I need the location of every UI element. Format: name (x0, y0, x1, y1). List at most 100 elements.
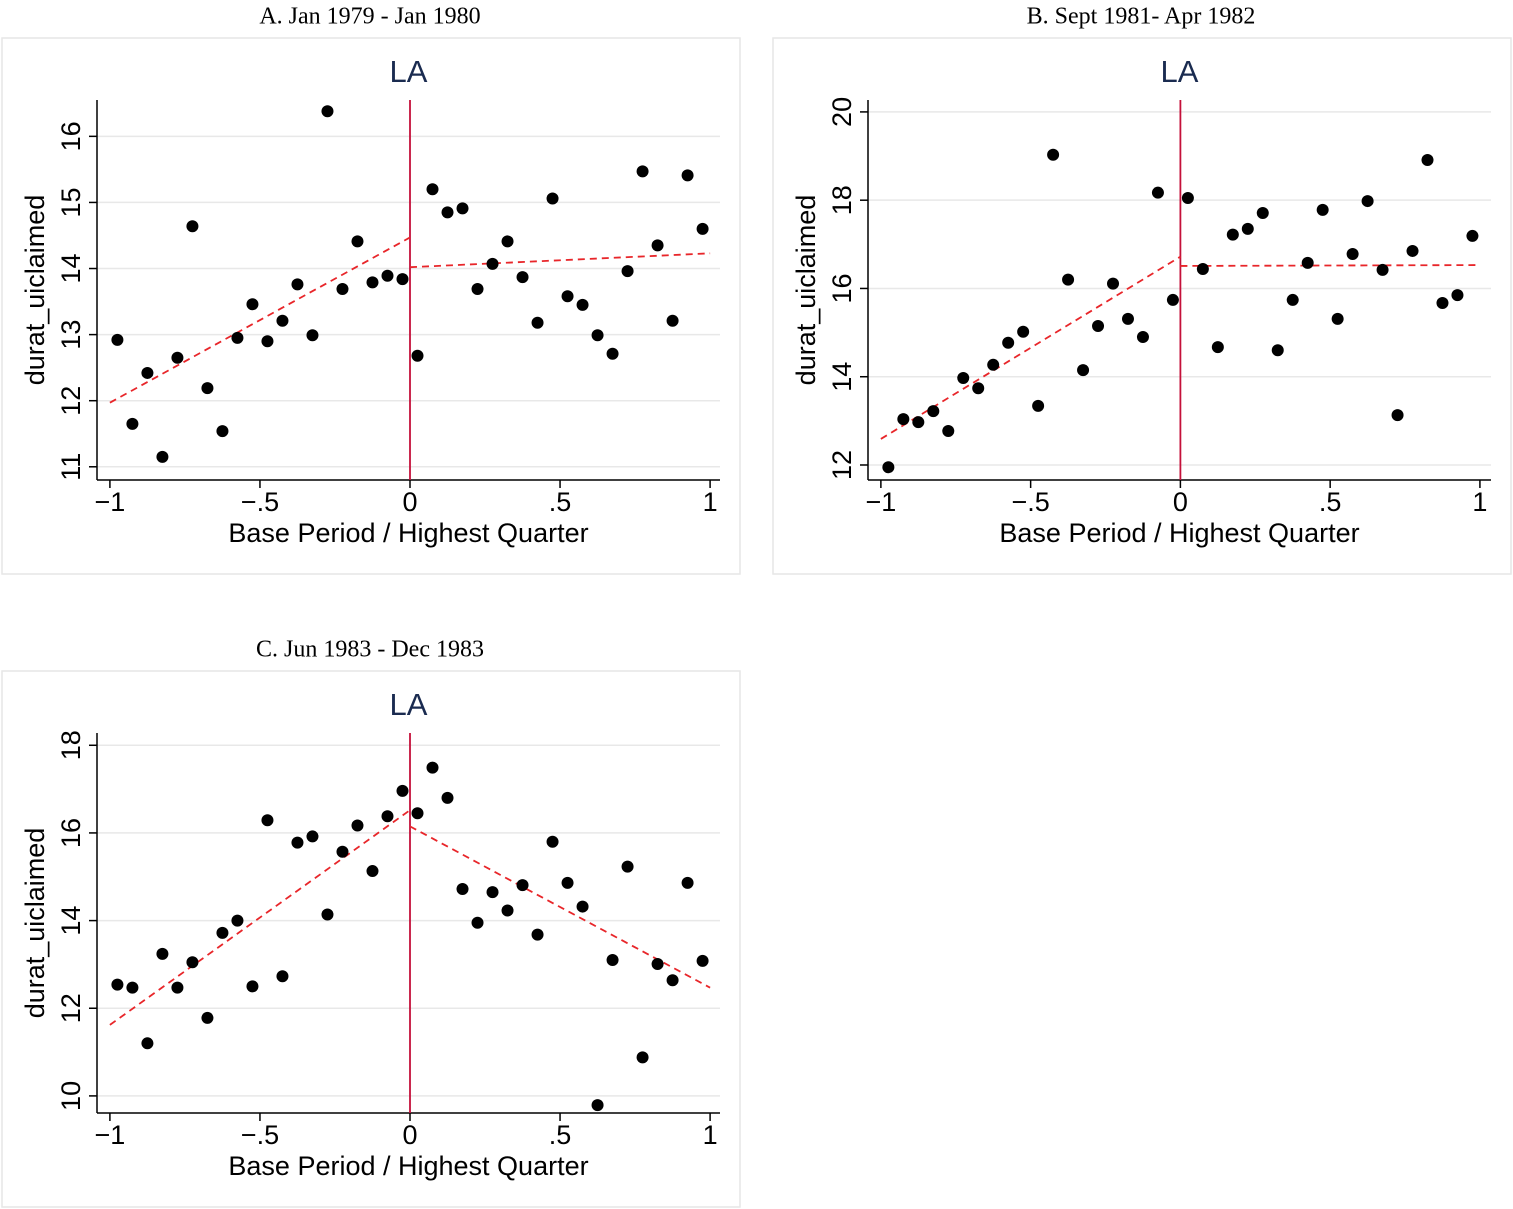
scatter-point (1121, 312, 1134, 325)
scatter-point (306, 830, 319, 843)
scatter-point (501, 235, 514, 248)
scatter-point (141, 1037, 154, 1050)
x-tick-label: −.5 (241, 487, 279, 517)
scatter-point (1181, 191, 1194, 204)
scatter-point (621, 860, 634, 873)
scatter-point (576, 298, 589, 311)
x-tick-label: −1 (95, 1120, 126, 1150)
scatter-point (561, 290, 574, 303)
scatter-point (441, 206, 454, 219)
scatter-point (171, 981, 184, 994)
scatter-point (351, 819, 364, 832)
scatter-point (1241, 222, 1254, 235)
scatter-point (912, 416, 925, 429)
y-axis-label: durat_uiclaimed (20, 828, 50, 1019)
y-tick-label: 14 (56, 253, 86, 283)
scatter-point (456, 202, 469, 215)
y-tick-label: 14 (827, 362, 857, 392)
scatter-point (696, 954, 709, 967)
x-tick-label: 0 (402, 1120, 417, 1150)
scatter-point (411, 807, 424, 820)
y-tick-label: 18 (827, 185, 857, 215)
y-tick-label: 12 (56, 993, 86, 1023)
scatter-point (957, 372, 970, 385)
panel-caption: A. Jan 1979 - Jan 1980 (259, 4, 480, 30)
scatter-point (1376, 263, 1389, 276)
scatter-point (1256, 206, 1269, 219)
scatter-point (216, 926, 229, 939)
scatter-point (591, 1099, 604, 1112)
scatter-point (441, 791, 454, 804)
scatter-point (471, 916, 484, 929)
scatter-point (621, 265, 634, 278)
panel-caption: C. Jun 1983 - Dec 1983 (256, 637, 484, 663)
panel-frame (1, 670, 741, 1208)
panel-frame (1, 37, 741, 575)
scatter-point (471, 283, 484, 296)
scatter-point (1032, 399, 1045, 412)
y-tick-label: 16 (827, 273, 857, 303)
scatter-point (1226, 228, 1239, 241)
scatter-point (501, 904, 514, 917)
x-tick-label: −.5 (1011, 487, 1049, 517)
x-tick-label: 1 (703, 1120, 718, 1150)
scatter-point (681, 876, 694, 889)
scatter-point (1286, 293, 1299, 306)
scatter-point (141, 366, 154, 379)
scatter-point (321, 105, 334, 118)
scatter-point (276, 970, 289, 983)
y-axis-label: durat_uiclaimed (20, 195, 50, 386)
scatter-point (246, 298, 259, 311)
scatter-point (666, 314, 679, 327)
y-axis-label: durat_uiclaimed (791, 195, 821, 386)
scatter-point (351, 235, 364, 248)
x-tick-label: .5 (549, 1120, 572, 1150)
x-tick-label: .5 (1319, 487, 1342, 517)
scatter-point (396, 273, 409, 286)
x-tick-label: −1 (95, 487, 126, 517)
scatter-point (1017, 325, 1030, 338)
y-tick-label: 12 (827, 450, 857, 480)
scatter-point (1196, 263, 1209, 276)
scatter-point (987, 358, 1000, 371)
scatter-point (606, 347, 619, 360)
fit-line (880, 255, 1181, 440)
y-tick-label: 13 (56, 320, 86, 350)
scatter-point (366, 865, 379, 878)
x-tick-label: 1 (1472, 487, 1487, 517)
scatter-point (186, 220, 199, 233)
scatter-point (561, 876, 574, 889)
scatter-point (882, 461, 895, 474)
scatter-point (381, 269, 394, 282)
scatter-point (1436, 297, 1449, 310)
x-axis-label: Base Period / Highest Quarter (228, 1151, 588, 1181)
fit-line (1180, 264, 1480, 267)
scatter-point (546, 835, 559, 848)
scatter-point (1451, 289, 1464, 302)
scatter-point (591, 329, 604, 342)
scatter-point (291, 836, 304, 849)
scatter-point (1391, 409, 1404, 422)
y-tick-label: 16 (56, 121, 86, 151)
scatter-point (666, 974, 679, 987)
scatter-point (516, 271, 529, 284)
scatter-point (396, 784, 409, 797)
y-tick-label: 15 (56, 187, 86, 217)
chart-title: LA (1161, 54, 1199, 89)
scatter-point (942, 425, 955, 438)
scatter-point (927, 405, 940, 418)
scatter-point (261, 335, 274, 348)
y-tick-label: 18 (56, 730, 86, 760)
scatter-point (201, 382, 214, 395)
scatter-point (126, 417, 139, 430)
scatter-point (291, 278, 304, 291)
scatter-point (171, 351, 184, 364)
fit-line (409, 252, 711, 269)
scatter-point (1331, 312, 1344, 325)
x-tick-label: 1 (703, 487, 718, 517)
scatter-point (381, 810, 394, 823)
fit-line (409, 825, 711, 989)
scatter-point (231, 914, 244, 927)
scatter-point (576, 900, 589, 913)
